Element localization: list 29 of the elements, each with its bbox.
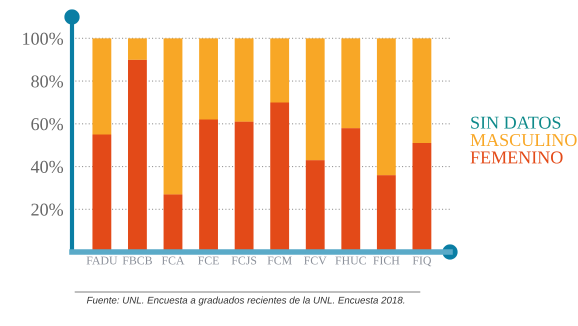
bar: [164, 38, 182, 194]
x-tick-label: FCE: [198, 256, 219, 264]
bar: [412, 38, 432, 144]
legend-label: SIN DATOS: [471, 116, 560, 129]
text: MASCULINO: [470, 134, 577, 146]
x-tick-label: FBCB: [122, 256, 152, 264]
text: FEMENINO: [470, 151, 563, 164]
y-tick-label: 80%: [31, 75, 64, 88]
bar: [92, 38, 112, 134]
bar: [376, 38, 396, 176]
x-tick-label: FCJS: [232, 256, 256, 264]
x-tick-label: FIQ: [412, 256, 432, 266]
bar: [341, 38, 360, 128]
x-tick-label: FCA: [162, 256, 184, 264]
x-tick-label: FICH: [373, 256, 400, 264]
bar: [270, 38, 290, 102]
y-tick-label: 20%: [31, 204, 64, 216]
bar: [128, 38, 147, 60]
bar: [234, 38, 254, 122]
x-tick-label: FHUC: [335, 256, 366, 264]
y-tick-label: 40%: [30, 160, 64, 174]
y-tick-label: 100%: [23, 32, 64, 45]
y-tick-label: 60%: [31, 118, 64, 130]
bar: [306, 38, 325, 160]
bar: [199, 38, 218, 120]
x-tick-label: FADU: [86, 256, 118, 264]
source-note: Fuente: UNL. Encuesta a graduados recientes de la UNL. Encuesta 2018.: [86, 296, 404, 306]
x-tick-label: FCV: [304, 256, 327, 265]
x-tick-label: FCM: [268, 256, 292, 264]
